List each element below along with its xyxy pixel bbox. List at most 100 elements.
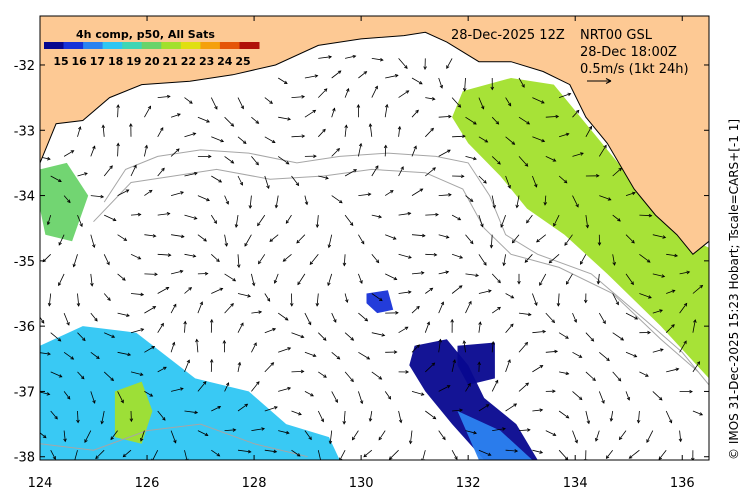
x-tick: 132 — [456, 16, 481, 491]
current-vector — [425, 167, 436, 177]
current-vector — [536, 234, 547, 243]
current-vector — [652, 391, 663, 401]
current-vector — [411, 188, 424, 196]
current-vector — [572, 391, 583, 401]
x-tick: 130 — [349, 16, 374, 491]
current-vector — [411, 305, 420, 314]
current-vector — [234, 215, 239, 228]
current-vector — [371, 332, 386, 337]
current-vector — [398, 370, 410, 374]
current-vector — [545, 114, 560, 119]
current-vector — [257, 214, 266, 227]
colorbar-swatch — [180, 42, 201, 49]
current-vector — [264, 406, 278, 412]
current-vector — [285, 214, 292, 224]
current-vector — [304, 154, 317, 158]
current-vector — [465, 300, 472, 314]
current-vector — [358, 71, 368, 79]
current-vector — [309, 254, 319, 266]
current-vector — [157, 167, 165, 177]
current-vector — [358, 142, 363, 157]
current-vector — [104, 332, 116, 338]
current-vector — [144, 144, 148, 157]
current-vector — [639, 330, 651, 335]
sst-layer — [40, 78, 709, 460]
vector-scale-label: 0.5m/s (1kt 24h) — [580, 62, 689, 77]
current-vector — [278, 386, 292, 392]
colorbar: 4h comp, p50, All Sats 15 16 17 18 19 20 21 22 2… — [44, 28, 260, 68]
current-vector — [465, 234, 474, 245]
y-tick-label: -33 — [14, 124, 35, 139]
current-vector — [518, 312, 532, 317]
current-vector — [639, 213, 653, 218]
current-vector — [478, 97, 485, 110]
current-vector — [371, 214, 383, 219]
current-vector — [90, 273, 94, 287]
current-vector — [264, 362, 275, 373]
current-vector — [384, 391, 392, 400]
current-vector — [37, 196, 40, 208]
current-vector — [438, 430, 446, 441]
current-vector — [438, 114, 452, 119]
current-vector — [491, 306, 501, 314]
current-vector — [183, 320, 187, 333]
current-vector — [277, 312, 289, 321]
current-vector — [666, 367, 680, 373]
current-vector — [438, 385, 451, 392]
x-tick-label: 126 — [135, 476, 160, 491]
current-vector — [478, 404, 490, 412]
current-vector — [195, 338, 199, 353]
current-vector — [63, 430, 67, 443]
current-vector — [264, 136, 276, 143]
y-tick-label: -37 — [14, 385, 35, 400]
current-vector — [384, 103, 389, 118]
x-tick-label: 124 — [28, 476, 53, 491]
current-vector — [371, 371, 383, 380]
current-vector — [90, 391, 96, 404]
current-vector — [211, 254, 220, 263]
current-vector — [383, 144, 388, 157]
bathymetry-contours — [40, 149, 709, 458]
current-vector — [77, 371, 85, 380]
current-vector — [398, 326, 409, 334]
current-vector — [505, 97, 512, 107]
current-vector — [478, 214, 484, 228]
current-vector — [197, 271, 209, 276]
y-tick: -34 — [14, 190, 709, 205]
current-vector — [585, 125, 592, 137]
current-vector — [170, 303, 177, 314]
current-vector — [291, 175, 300, 187]
current-vector — [50, 450, 56, 460]
current-vector — [612, 371, 622, 382]
current-vector — [539, 273, 547, 286]
current-vector — [100, 410, 105, 425]
current-vector — [144, 391, 154, 397]
current-vector — [505, 359, 511, 373]
current-vector — [77, 214, 83, 228]
current-vector — [692, 410, 704, 416]
current-vector — [50, 175, 62, 182]
current-vector — [50, 371, 63, 378]
current-vector — [585, 410, 591, 425]
current-vector — [511, 234, 520, 244]
current-vector — [351, 430, 359, 441]
current-vector — [90, 312, 98, 322]
current-vector — [184, 97, 193, 104]
current-vector — [72, 254, 78, 268]
current-vector — [344, 371, 354, 383]
current-vector — [491, 379, 499, 392]
current-vector — [628, 449, 640, 459]
current-vector — [518, 341, 529, 353]
current-vector — [425, 212, 439, 217]
current-vector — [462, 340, 467, 353]
colorbar-tick-label: 22 — [181, 55, 196, 68]
current-vector — [184, 287, 193, 294]
valid-time: 28-Dec 18:00Z — [580, 45, 677, 60]
current-vector — [237, 175, 243, 186]
current-vector — [532, 365, 544, 373]
current-vector — [452, 134, 466, 139]
current-vector — [327, 273, 333, 287]
current-vector — [344, 124, 348, 137]
current-vector — [342, 254, 347, 267]
current-vector — [344, 169, 358, 177]
